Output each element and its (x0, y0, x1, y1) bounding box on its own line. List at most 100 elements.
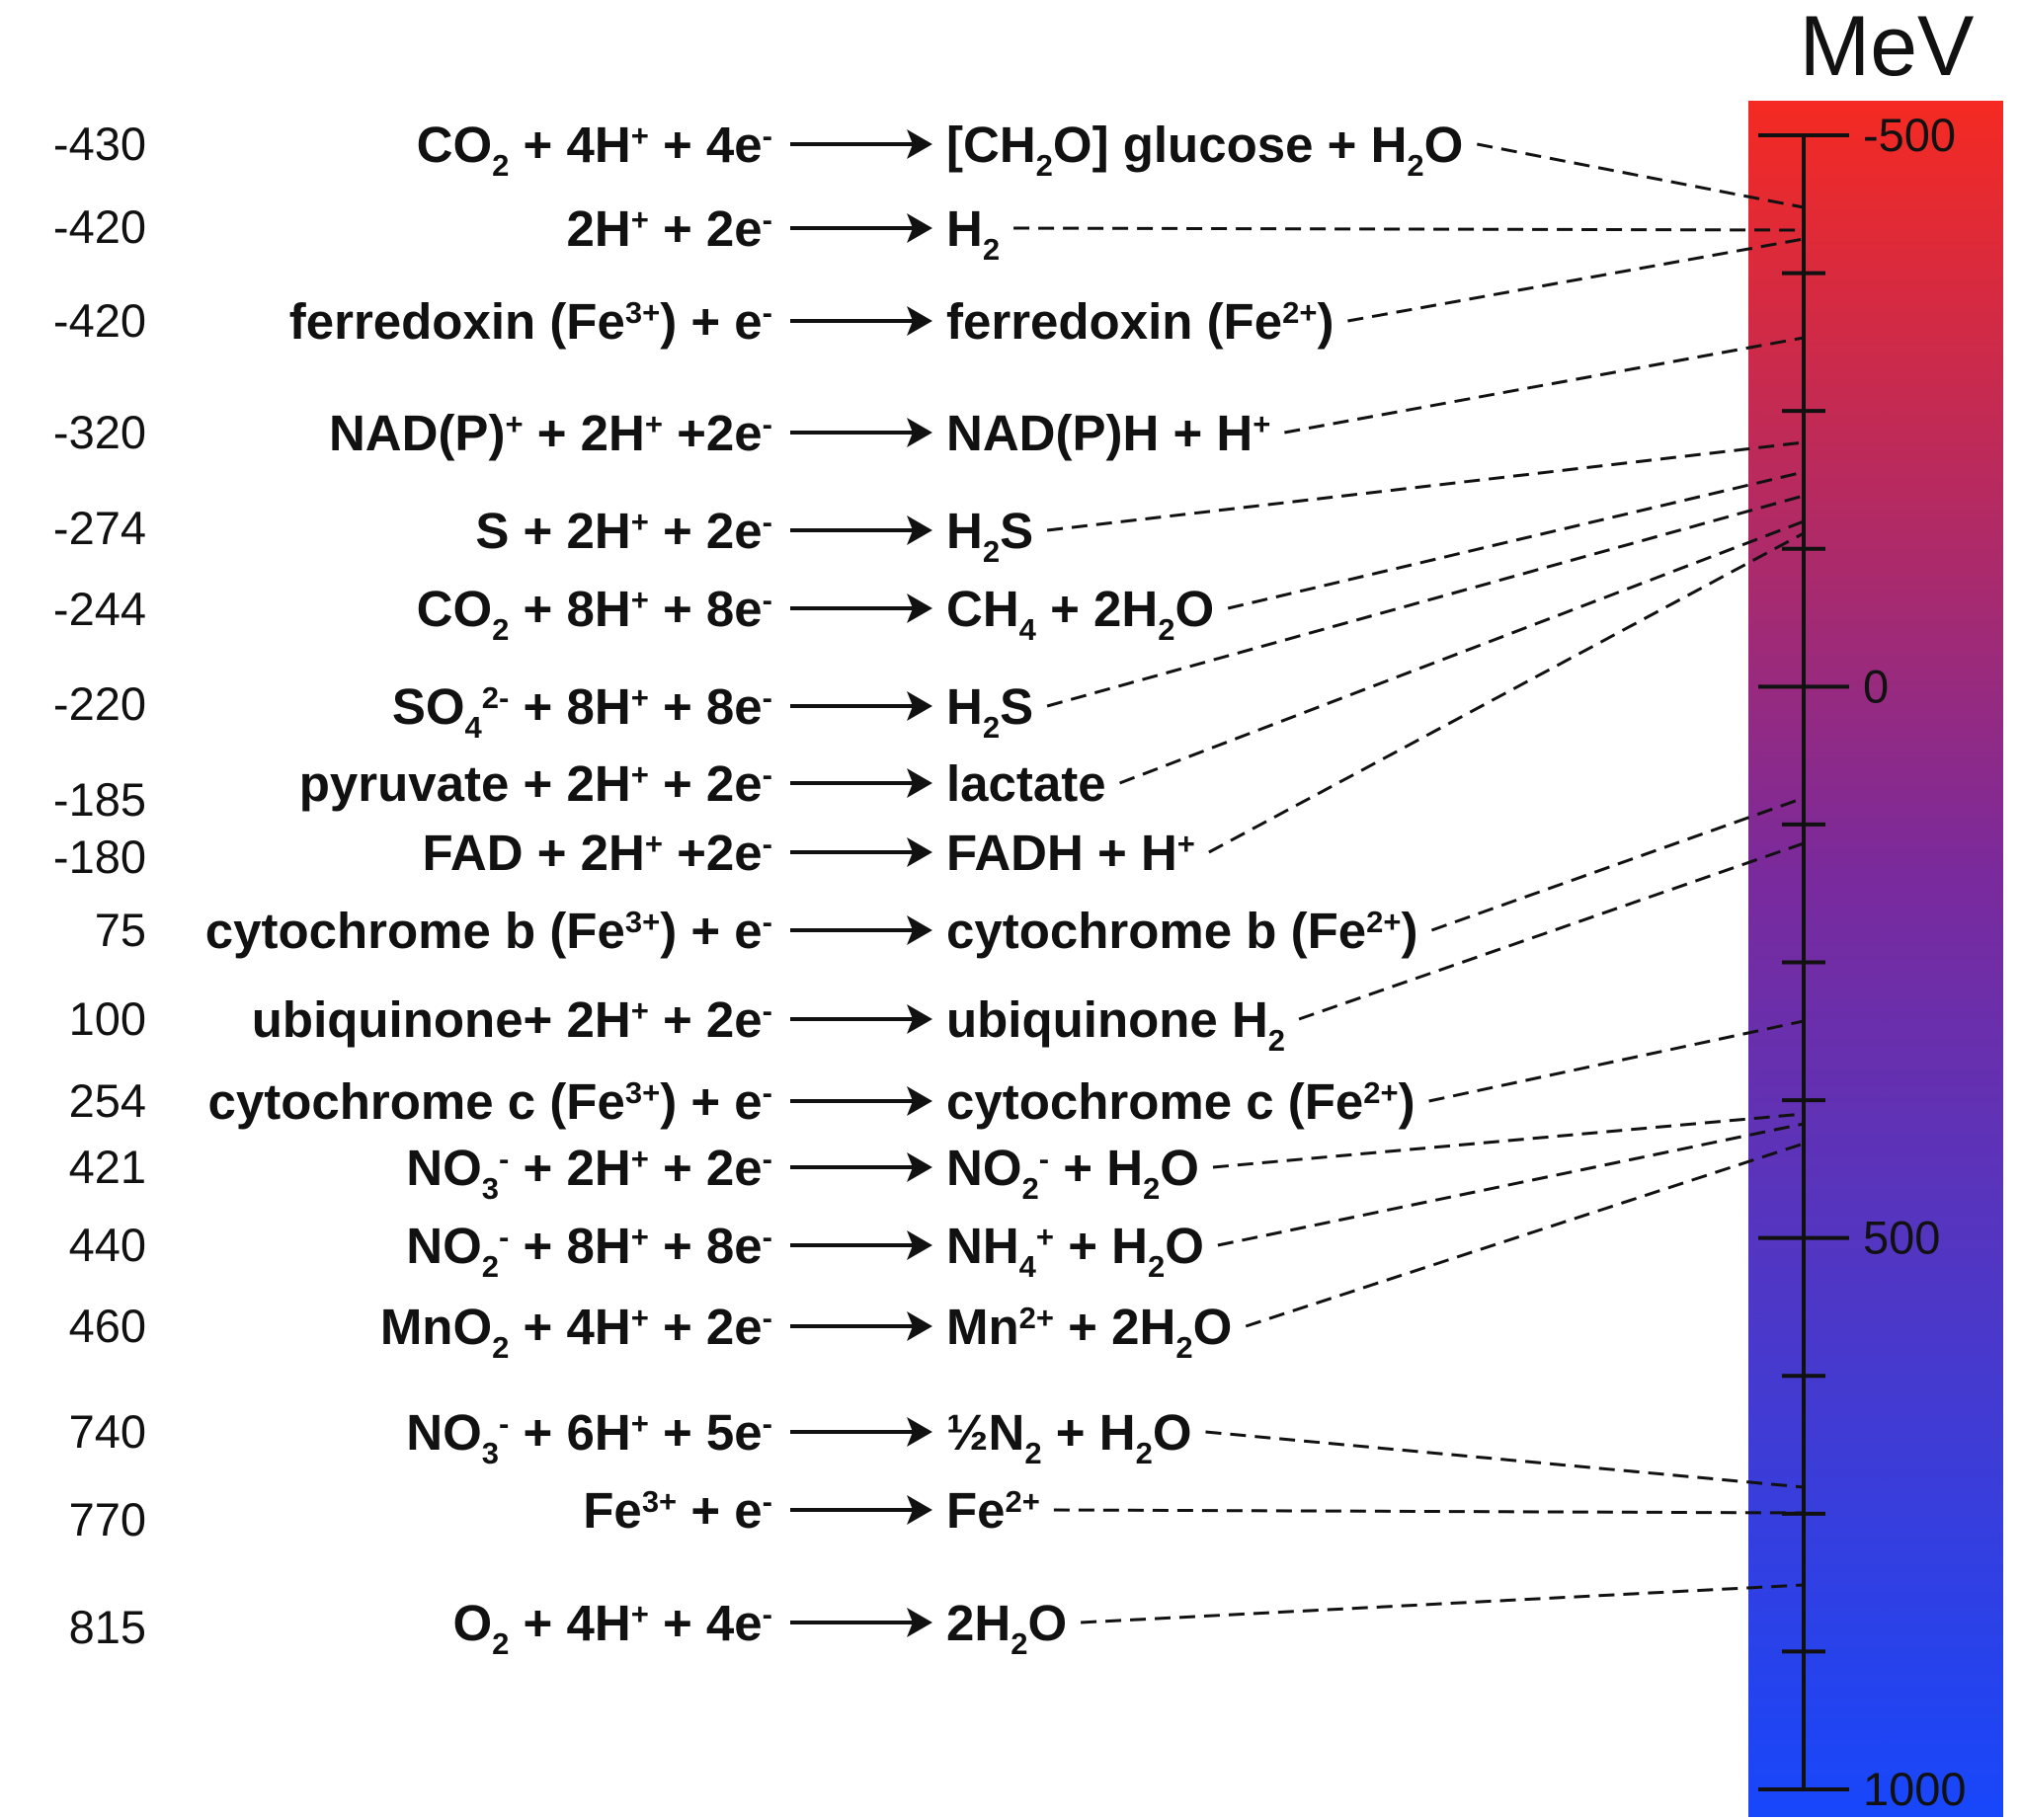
script-text: + (631, 1142, 649, 1176)
script-text: 3+ (625, 295, 660, 330)
arrow-head-icon (907, 768, 932, 798)
script-text: 2 (1022, 1171, 1039, 1206)
formula-text: ubiquinone H (946, 991, 1268, 1048)
script-text: + (631, 757, 649, 792)
formula-text: SO (392, 678, 465, 735)
arrow-head-icon (907, 213, 932, 243)
formula-text: NO (406, 1218, 482, 1274)
script-text: + (1036, 1220, 1054, 1254)
formula-text: H (946, 200, 983, 257)
script-text: 4 (465, 710, 483, 745)
script-text: 3 (482, 1436, 499, 1470)
reduction-potential-value: 421 (69, 1141, 146, 1193)
formula-text: O (1193, 1299, 1233, 1355)
script-text: 2 (482, 1249, 499, 1284)
script-text: - (763, 505, 772, 539)
formula-text: + 4H (509, 117, 630, 173)
script-text: 4 (1019, 612, 1037, 647)
connector-line (1477, 142, 1805, 209)
formula-text: ½N (946, 1404, 1024, 1461)
script-text: - (499, 1142, 509, 1176)
script-text: + (631, 680, 649, 715)
formula-text: O] glucose + H (1053, 117, 1408, 173)
reductant-formula: NO2- + H2O (946, 1140, 1199, 1206)
reaction-row: -180 FAD + 2H+ +2e- FADH + H+ (53, 825, 1195, 883)
script-text: 3+ (642, 1484, 677, 1519)
formula-text: + 8H (509, 1218, 630, 1274)
connector-line (1053, 1508, 1805, 1515)
formula-text: Fe (946, 1482, 1006, 1539)
connector-line (1208, 531, 1805, 854)
reductant-formula: [CH2O] glucose + H2O (946, 117, 1463, 183)
formula-text: +2e (663, 405, 763, 461)
formula-text: ) (1399, 1073, 1415, 1130)
formula-text: CO (417, 581, 493, 637)
reaction-list: -430 CO2 + 4H+ + 4e- [CH2O] glucose + H2O-… (53, 117, 1463, 1661)
script-text: + (631, 993, 649, 1028)
connector-line (1298, 841, 1805, 1021)
formula-text: + H (1049, 1140, 1143, 1196)
arrow-head-icon (907, 1495, 932, 1525)
script-text: 2 (1268, 1023, 1285, 1058)
formula-text: ferredoxin (Fe (946, 293, 1282, 350)
script-text: - (763, 119, 772, 153)
script-text: 2 (492, 148, 509, 183)
oxidant-formula: NAD(P)+ + 2H+ +2e- (329, 405, 772, 461)
oxidant-formula: pyruvate + 2H+ + 2e- (299, 755, 772, 812)
script-text: - (499, 1406, 509, 1441)
arrow-head-icon (907, 1004, 932, 1034)
reductant-formula: ubiquinone H2 (946, 991, 1285, 1058)
oxidant-formula: SO42- + 8H+ + 8e- (392, 678, 772, 745)
reaction-row: 740 NO3- + 6H+ + 5e- ½N2 + H2O (69, 1404, 1192, 1470)
formula-text: O (1160, 1140, 1199, 1196)
reduction-potential-value: 100 (69, 992, 146, 1045)
script-text: - (763, 905, 772, 939)
formula-text: cytochrome c (Fe (946, 1073, 1363, 1130)
script-text: 2 (983, 534, 1000, 569)
formula-text: O (452, 1595, 492, 1651)
arrow-head-icon (907, 515, 932, 545)
formula-text: + 2e (649, 1299, 763, 1355)
connector-line (1284, 336, 1805, 435)
connector-lines (1013, 142, 1805, 1624)
formula-text: O (1153, 1404, 1192, 1461)
script-text: + (645, 827, 663, 861)
script-text: 2 (1024, 1436, 1041, 1470)
script-text: - (763, 1301, 772, 1335)
reduction-potential-value: 460 (69, 1300, 146, 1352)
script-text: + (631, 1301, 649, 1335)
formula-text: CO (417, 117, 493, 173)
reductant-formula: Fe2+ (946, 1482, 1040, 1539)
formula-text: + 6H (509, 1404, 630, 1461)
reaction-row: -274 S + 2H+ + 2e- H2S (53, 502, 1033, 569)
formula-text: + 8e (649, 678, 763, 735)
reductant-formula: cytochrome c (Fe2+) (946, 1073, 1415, 1130)
formula-text: + 2H (524, 405, 645, 461)
arrow-head-icon (907, 837, 932, 867)
formula-text: ubiquinone+ 2H (252, 991, 631, 1048)
script-text: 2 (1158, 612, 1174, 647)
script-text: 2 (492, 1626, 509, 1661)
scale-tick-label: -500 (1863, 109, 1956, 161)
script-text: + (631, 583, 649, 617)
reduction-potential-value: 770 (69, 1493, 146, 1545)
reductant-formula: 2H2O (946, 1595, 1067, 1661)
script-text: + (505, 407, 523, 441)
script-text: 3+ (625, 1075, 660, 1110)
script-text: 2+ (1282, 295, 1317, 330)
scale-tick-label: 500 (1863, 1212, 1940, 1264)
reaction-row: 770 Fe3+ + e- Fe2+ (69, 1482, 1040, 1545)
oxidant-formula: 2H+ + 2e- (567, 200, 773, 257)
reaction-row: 815 O2 + 4H+ + 4e- 2H2O (69, 1595, 1068, 1661)
reduction-potential-value: 815 (69, 1601, 146, 1653)
formula-text: + 8e (649, 1218, 763, 1274)
reaction-row: 440 NO2- + 8H+ + 8e- NH4+ + H2O (69, 1218, 1204, 1284)
reductant-formula: lactate (946, 755, 1106, 812)
script-text: 3+ (625, 905, 660, 939)
scale-tick-label: 1000 (1863, 1763, 1967, 1815)
script-text: - (763, 1220, 772, 1254)
script-text: - (763, 1597, 772, 1631)
arrow-head-icon (907, 1311, 932, 1341)
formula-text: MnO (380, 1299, 492, 1355)
script-text: - (763, 827, 772, 861)
